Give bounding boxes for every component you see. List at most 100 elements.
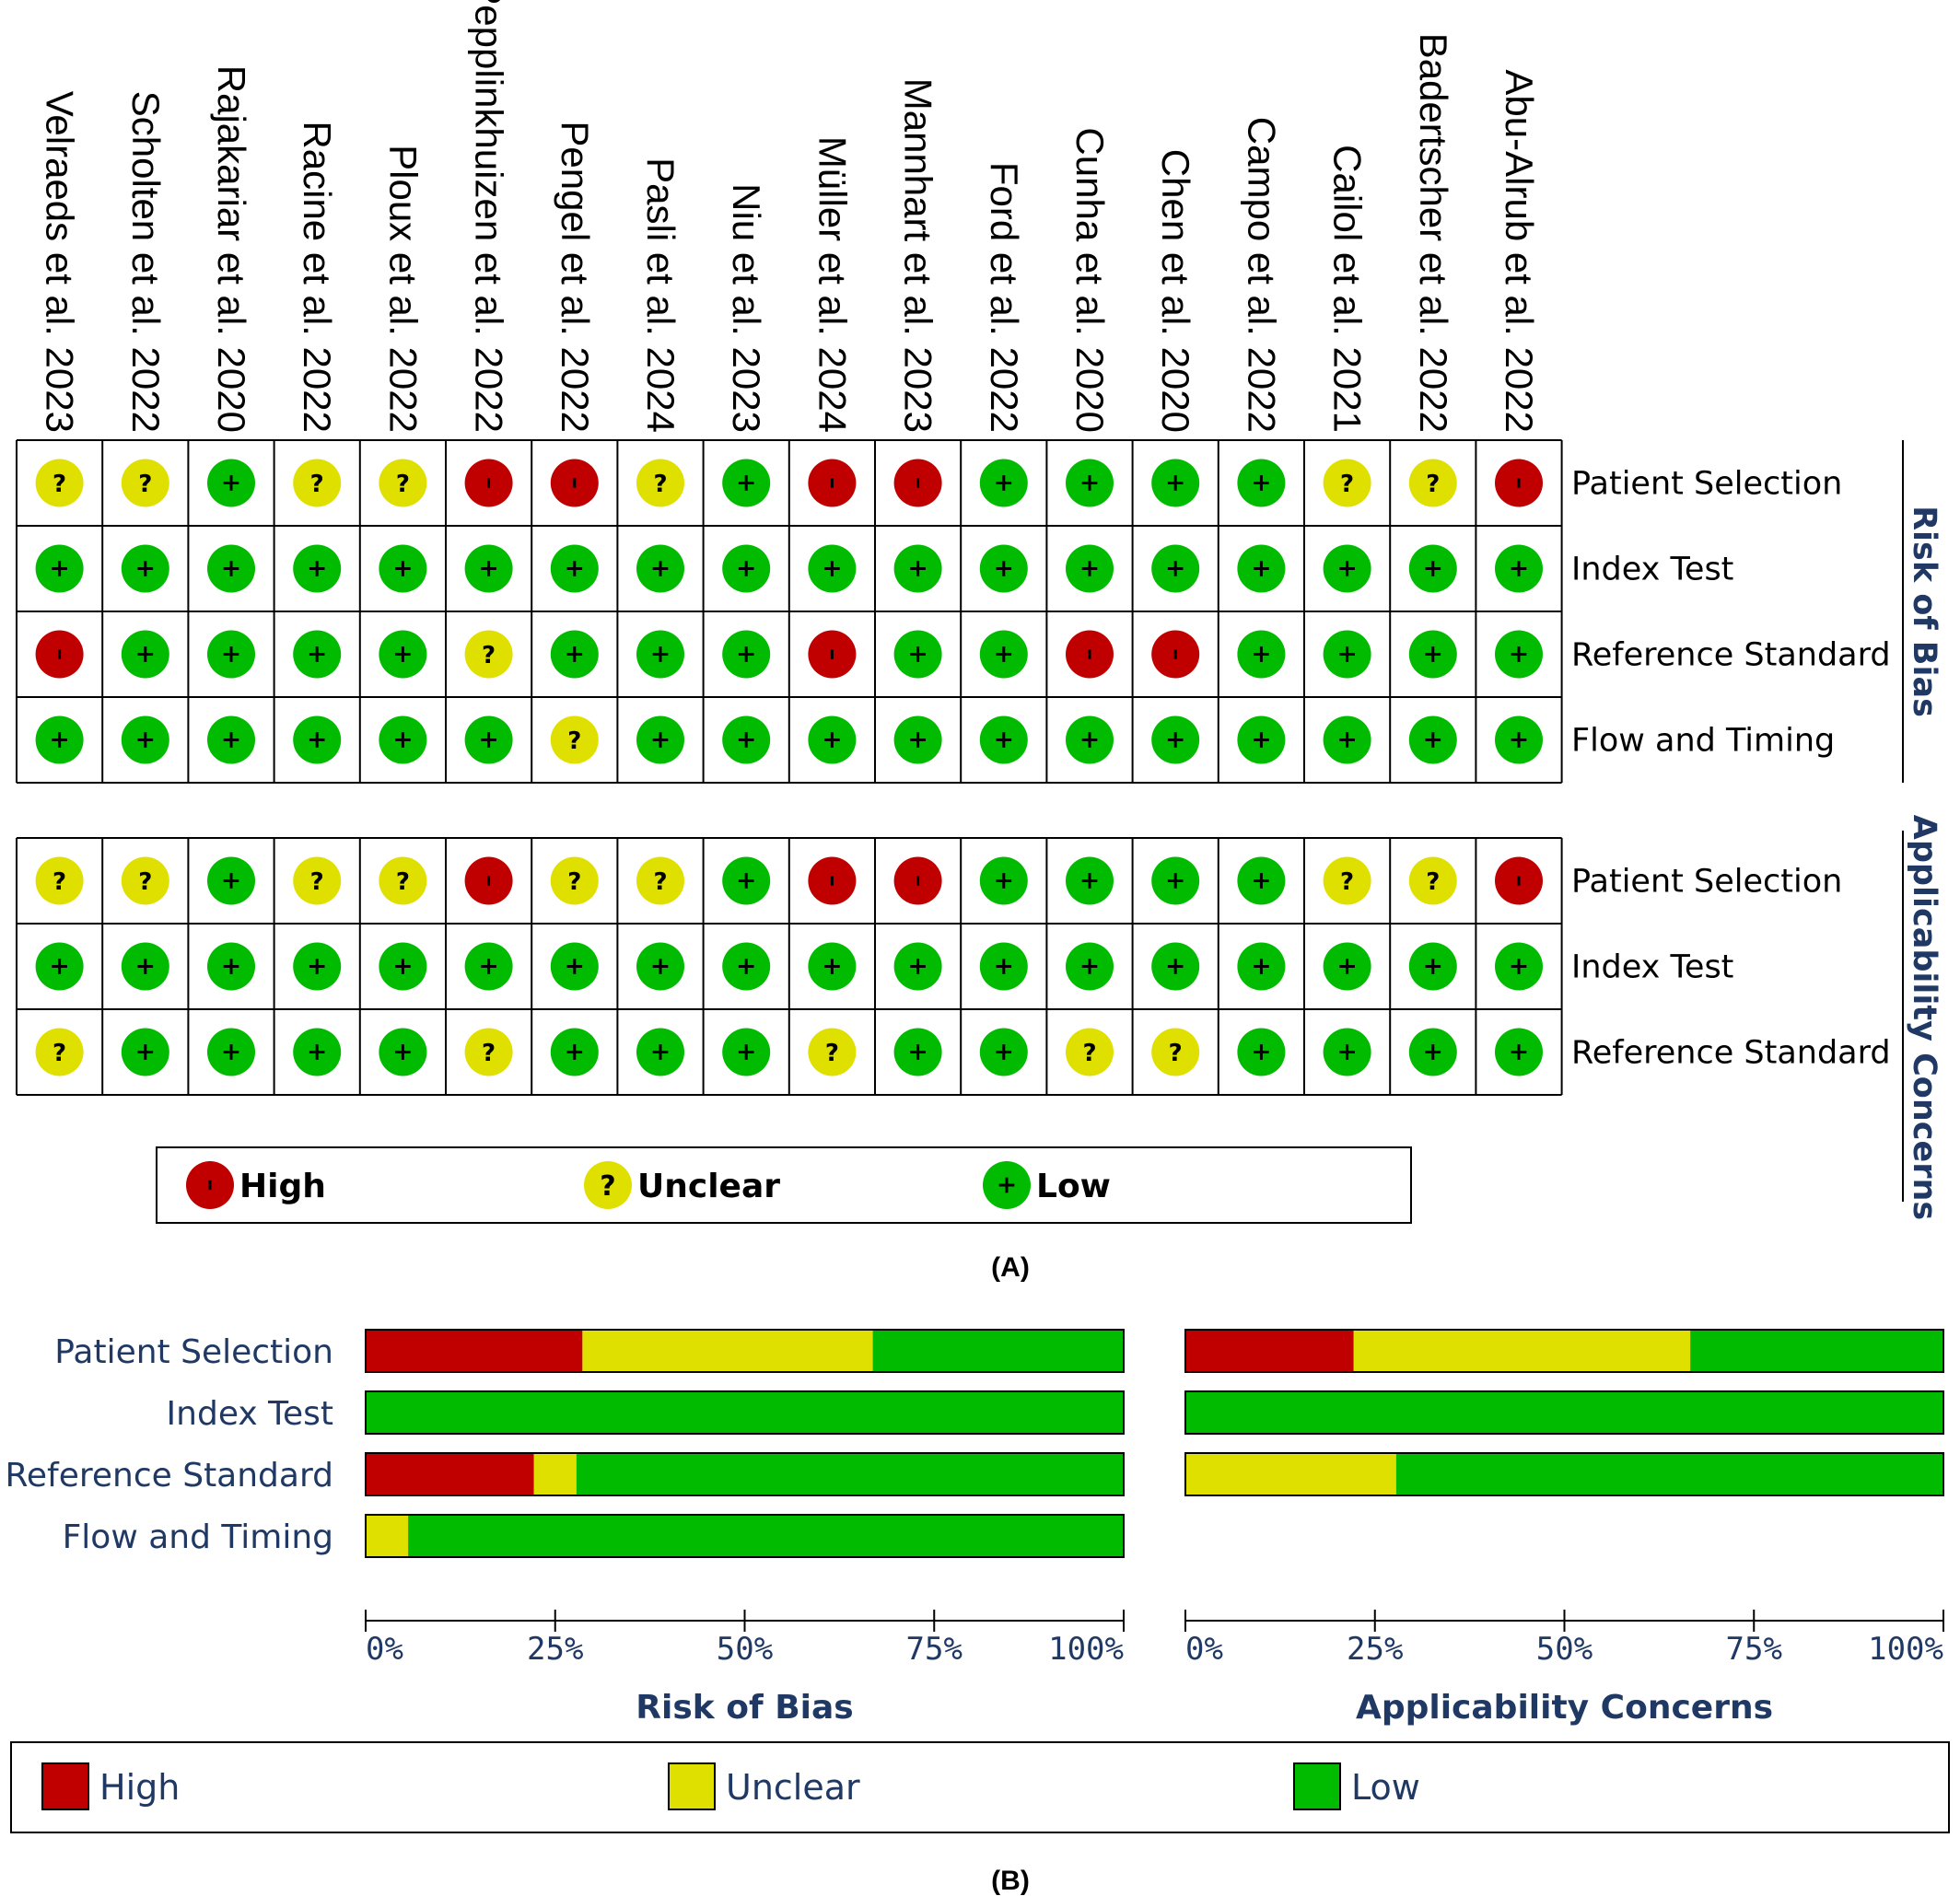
bar-segment-low: [366, 1391, 1124, 1434]
assessment-cell: [1066, 544, 1114, 593]
assessment-cell: ?: [121, 459, 169, 507]
plus-glyph: [137, 561, 154, 576]
plus-glyph: [223, 873, 239, 889]
bar-row-label: Reference Standard: [5, 1457, 333, 1495]
question-icon: [1151, 1028, 1200, 1076]
question-glyph: ?: [482, 1040, 496, 1067]
plus-glyph: [652, 732, 669, 748]
bar-outline: [365, 1452, 1125, 1496]
plus-glyph: [910, 646, 926, 662]
assessment-cell: [1151, 715, 1200, 764]
bar-outline: [365, 1514, 1125, 1558]
assessment-cell: [722, 459, 771, 507]
assessment-cell: [1495, 630, 1543, 679]
panel-label-b: (B): [991, 1866, 1030, 1896]
assessment-cell: ?: [379, 459, 427, 507]
assessment-cell: [121, 1028, 169, 1076]
assessment-cell: [1151, 856, 1200, 905]
bar-outline: [365, 1390, 1125, 1435]
question-glyph: ?: [310, 868, 324, 896]
assessment-cell: [550, 630, 599, 679]
axis-title: Risk of Bias: [636, 1689, 853, 1727]
plus-glyph: [652, 1044, 669, 1060]
plus-glyph: [996, 646, 1012, 662]
assessment-cell: ?: [379, 856, 427, 905]
assessment-cell: [121, 715, 169, 764]
bar-chart-applicability: 0% 25% 50% 75% 100% Applicability Concerns: [1184, 1329, 1944, 1727]
bar-segment-unclear: [1353, 1330, 1691, 1372]
plus-glyph: [52, 561, 67, 576]
question-icon: [1323, 459, 1371, 507]
assessment-cell: [207, 630, 255, 679]
study-label: Ford et al. 2022: [983, 162, 1026, 433]
plus-glyph: [1081, 561, 1098, 576]
assessment-cell: [636, 544, 684, 593]
assessment-cell: [1066, 630, 1114, 679]
assessment-cell: [1408, 715, 1457, 764]
plus-glyph: [910, 561, 926, 576]
bar-segment-unclear: [533, 1453, 577, 1495]
plus-glyph: [998, 1177, 1015, 1193]
bar-row-label: Flow and Timing: [63, 1518, 333, 1556]
assessment-cell: [550, 544, 599, 593]
plus-glyph: [910, 1044, 926, 1060]
study-label: Scholten et al. 2022: [124, 91, 168, 433]
domain-label: Reference Standard: [1571, 637, 1891, 674]
assessment-cell: [1408, 942, 1457, 991]
assessment-cell: [1237, 459, 1286, 507]
assessment-cell: [1151, 942, 1200, 991]
plus-glyph: [824, 959, 840, 974]
legend-swatch: [668, 1762, 716, 1810]
plus-glyph: [481, 959, 496, 974]
tick-label: 50%: [1536, 1631, 1592, 1668]
assessment-cell: [893, 544, 942, 593]
study-label: Racine et al. 2022: [296, 121, 339, 433]
assessment-cell: [1408, 544, 1457, 593]
plus-glyph: [652, 959, 669, 974]
plus-glyph: [1339, 959, 1355, 974]
plus-glyph: [137, 1044, 154, 1060]
plus-glyph: [910, 959, 926, 974]
plus-glyph: [566, 561, 583, 576]
assessment-cell: [1323, 942, 1371, 991]
assessment-cell: ?: [35, 1028, 84, 1076]
bar-segment-unclear: [366, 1515, 409, 1557]
bar-chart-risk-of-bias: 0% 25% 50% 75% 100% Risk of Bias: [365, 1329, 1125, 1727]
axis-title: Applicability Concerns: [1356, 1689, 1773, 1727]
assessment-cell: [1237, 544, 1286, 593]
plus-glyph: [1511, 561, 1527, 576]
bar-segment-unclear: [1185, 1453, 1396, 1495]
plus-glyph: [652, 561, 669, 576]
assessment-cell: ?: [35, 459, 84, 507]
bar-segment-low: [576, 1453, 1124, 1495]
plus-glyph: [1254, 646, 1269, 662]
plus-glyph: [309, 1044, 325, 1060]
assessment-cell: [464, 544, 513, 593]
assessment-cell: [1151, 459, 1200, 507]
question-icon: [379, 459, 427, 507]
assessment-cell: ?: [1408, 459, 1457, 507]
plus-glyph: [738, 646, 754, 662]
question-glyph: ?: [1426, 868, 1440, 896]
assessment-cell: [464, 856, 513, 905]
assessment-cell: [35, 630, 84, 679]
legend-item-low: Low: [983, 1161, 1111, 1209]
plus-glyph: [910, 732, 926, 748]
legend-box: [156, 1146, 1412, 1224]
bar-outline: [1184, 1452, 1944, 1496]
assessment-cell: [1066, 715, 1114, 764]
plus-glyph: [1511, 1044, 1527, 1060]
assessment-cell: [293, 715, 342, 764]
question-icon: [584, 1161, 632, 1209]
question-icon: [550, 715, 599, 764]
question-icon: [1408, 856, 1457, 905]
assessment-cell: [722, 942, 771, 991]
assessment-cell: [293, 630, 342, 679]
legend-b: High Unclear Low: [10, 1741, 1950, 1833]
assessment-cell: [293, 942, 342, 991]
assessment-cell: [979, 1028, 1028, 1076]
assessment-cell: ?: [1323, 459, 1371, 507]
plus-glyph: [1254, 475, 1269, 491]
plus-glyph: [395, 959, 411, 974]
legend-item-unclear: Unclear: [668, 1762, 860, 1810]
